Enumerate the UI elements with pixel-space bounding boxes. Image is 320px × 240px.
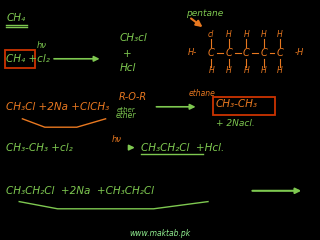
Text: H: H xyxy=(244,66,249,75)
Text: CH₃CH₂Cl  +Hcl.: CH₃CH₂Cl +Hcl. xyxy=(141,143,224,153)
Text: H: H xyxy=(277,66,283,75)
Text: CH₄: CH₄ xyxy=(6,13,26,23)
Text: hν: hν xyxy=(37,41,47,50)
Text: hν: hν xyxy=(112,135,122,144)
Text: -H: -H xyxy=(294,48,304,57)
Text: CH₄ +cl₂: CH₄ +cl₂ xyxy=(6,54,50,64)
Bar xyxy=(5,50,35,68)
Text: H: H xyxy=(277,30,283,39)
Text: ether: ether xyxy=(115,111,136,120)
Text: CH₃Cl +2Na +ClCH₃: CH₃Cl +2Na +ClCH₃ xyxy=(6,102,110,112)
Text: cl: cl xyxy=(208,30,214,39)
Text: ether: ether xyxy=(117,107,135,113)
Text: H: H xyxy=(261,66,267,75)
Text: Hcl: Hcl xyxy=(120,63,136,73)
Text: C: C xyxy=(260,48,268,58)
Text: CH₃-CH₃ +cl₂: CH₃-CH₃ +cl₂ xyxy=(6,143,73,153)
Text: R-O-R: R-O-R xyxy=(118,92,147,102)
Bar xyxy=(213,97,275,115)
Text: +: + xyxy=(123,49,132,59)
Text: + 2Nacl.: + 2Nacl. xyxy=(216,119,255,128)
Text: H: H xyxy=(226,30,232,39)
Text: CH₃cl: CH₃cl xyxy=(120,33,148,43)
Text: www.maktab.pk: www.maktab.pk xyxy=(129,229,191,238)
Text: pentane: pentane xyxy=(186,9,223,18)
Text: H: H xyxy=(244,30,249,39)
Text: CH₃-CH₃: CH₃-CH₃ xyxy=(216,99,258,109)
Text: C: C xyxy=(225,48,232,58)
Text: H: H xyxy=(226,66,232,75)
Text: CH₃CH₂Cl  +2Na  +CH₃CH₂Cl: CH₃CH₂Cl +2Na +CH₃CH₂Cl xyxy=(6,186,155,196)
Text: C: C xyxy=(276,48,284,58)
Text: ethane: ethane xyxy=(189,89,216,98)
Text: H: H xyxy=(208,66,214,75)
Text: H-: H- xyxy=(188,48,196,57)
Text: C: C xyxy=(208,48,215,58)
Text: H: H xyxy=(261,30,267,39)
Text: C: C xyxy=(243,48,250,58)
